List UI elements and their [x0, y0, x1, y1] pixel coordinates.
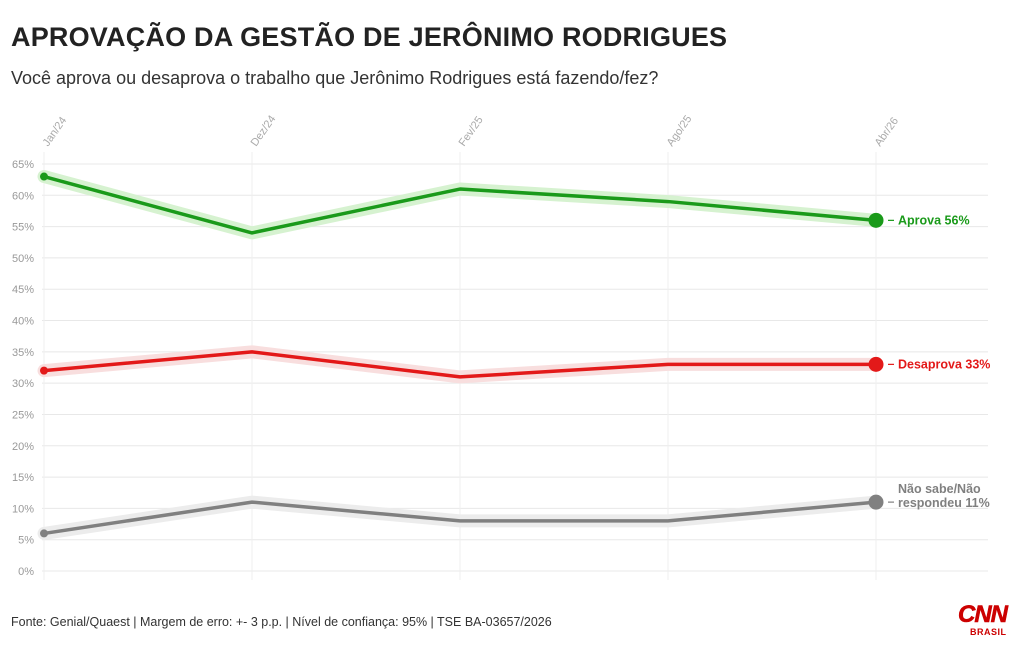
series-start-point: [40, 529, 48, 538]
logo-brand: CNN: [958, 601, 1009, 628]
series-line: [42, 174, 878, 235]
y-tick-label: 35%: [12, 347, 34, 359]
series-line: [42, 350, 878, 379]
x-tick-label: Abr/26: [873, 115, 901, 148]
series-start-point: [40, 172, 48, 181]
series-end-point: [868, 494, 884, 510]
y-tick-label: 20%: [12, 441, 34, 453]
y-tick-label: 65%: [12, 159, 34, 171]
y-tick-label: 5%: [18, 535, 34, 547]
series-end-label: Aprova 56%: [898, 213, 970, 227]
series-end-label: Não sabe/Não respondeu 11%: [898, 482, 990, 510]
x-tick-label: Dez/24: [249, 113, 279, 148]
y-tick-label: 45%: [12, 284, 34, 296]
y-axis: 0% 5% 10% 15% 20% 25% 30% 35% 40% 45% 50% 55% 60% 65%: [12, 159, 34, 578]
series-end-point: [868, 356, 884, 372]
y-tick-label: 50%: [12, 253, 34, 265]
series-layer: [37, 170, 884, 540]
line-chart: 0% 5% 10% 15% 20% 25% 30% 35% 40% 45% 50% 55% 60% 65%…: [12, 113, 990, 580]
end-labels: Aprova 56% Desaprova 33% Não sabe/Não respo…: [888, 213, 990, 510]
x-tick-label: Ago/25: [665, 113, 695, 148]
logo-sub: BRASIL: [970, 627, 1007, 637]
series-end-point: [868, 212, 884, 228]
y-tick-label: 55%: [12, 222, 34, 234]
y-tick-label: 40%: [12, 316, 34, 328]
y-tick-label: 30%: [12, 378, 34, 390]
series-line: [42, 500, 878, 536]
x-tick-label: Fev/25: [457, 114, 486, 148]
series-start-point: [40, 366, 48, 375]
y-tick-label: 60%: [12, 190, 34, 202]
chart-subtitle: Você aprova ou desaprova o trabalho que …: [11, 68, 659, 88]
chart-title: APROVAÇÃO DA GESTÃO DE JERÔNIMO RODRIGUE…: [11, 22, 728, 52]
series-end-label: Desaprova 33%: [898, 357, 990, 371]
y-tick-label: 25%: [12, 409, 34, 421]
y-tick-label: 10%: [12, 503, 34, 515]
x-axis: Jan/24 Dez/24 Fev/25 Ago/25 Abr/26: [41, 113, 901, 148]
source-footer: Fonte: Genial/Quaest | Margem de erro: +…: [11, 615, 552, 629]
y-tick-label: 0%: [18, 566, 34, 578]
cnn-brasil-logo: CNN BRASIL: [958, 601, 1014, 639]
x-tick-label: Jan/24: [41, 115, 70, 149]
y-tick-label: 15%: [12, 472, 34, 484]
